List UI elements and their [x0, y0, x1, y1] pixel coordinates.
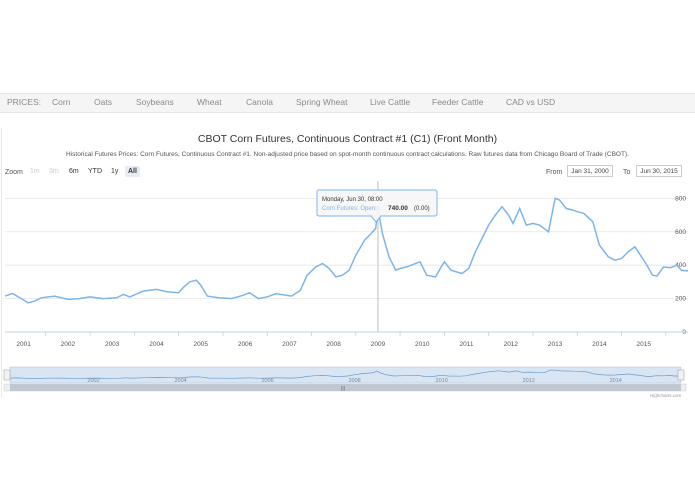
- tooltip-series-label: Corn Futures: Open:: [322, 206, 377, 212]
- navigator[interactable]: 2002 2004 2006 2008 2010 2012 2014 |||: [3, 366, 687, 392]
- nav-prefix-label: PRICES:: [7, 97, 42, 107]
- y-tick-label-800: 800: [675, 195, 686, 202]
- credits-link[interactable]: Highcharts.com: [650, 393, 682, 398]
- navigator-tick-label-2006: 2006: [261, 378, 273, 384]
- commodity-nav-bar: PRICES: Corn Oats Soybeans Wheat Canola …: [0, 93, 695, 113]
- nav-item-cad-vs-usd[interactable]: CAD vs USD: [506, 97, 556, 107]
- chart-panel: [1, 128, 695, 398]
- nav-item-feeder-cattle[interactable]: Feeder Cattle: [432, 97, 484, 107]
- zoom-all-button[interactable]: All: [125, 166, 140, 177]
- tooltip-change: (0.00): [414, 206, 430, 212]
- navigator-left-handle[interactable]: [3, 369, 11, 381]
- grid-lines: [5, 197, 688, 333]
- nav-item-live-cattle[interactable]: Live Cattle: [370, 97, 411, 107]
- range-from-label: From: [546, 169, 563, 176]
- nav-item-soybeans[interactable]: Soybeans: [136, 97, 174, 107]
- navigator-tick-label-2012: 2012: [523, 378, 535, 384]
- series-line-corn-futures: [4, 197, 689, 304]
- x-tick-label-2008: 2008: [326, 341, 341, 348]
- x-tick-label-2009: 2009: [371, 341, 386, 348]
- x-tick-label-2004: 2004: [149, 341, 164, 348]
- navigator-right-handle[interactable]: [677, 369, 685, 381]
- x-tick-label-2002: 2002: [61, 341, 76, 348]
- x-tick-label-2010: 2010: [415, 341, 430, 348]
- navigator-scrollbar-thumb[interactable]: [10, 384, 681, 391]
- navigator-tick-label-2008: 2008: [349, 378, 361, 384]
- navigator-tick-label-2004: 2004: [174, 378, 186, 384]
- navigator-tick-label-2014: 2014: [610, 378, 622, 384]
- chart-subtitle: Historical Futures Prices: Corn Futures,…: [66, 151, 629, 158]
- nav-item-wheat[interactable]: Wheat: [197, 97, 222, 107]
- x-tick-label-2001: 2001: [16, 341, 31, 348]
- range-from-input[interactable]: Jan 31, 2000: [567, 165, 613, 177]
- x-tick-label-2013: 2013: [548, 341, 563, 348]
- nav-item-oats[interactable]: Oats: [94, 97, 112, 107]
- navigator-mask[interactable]: [9, 366, 682, 384]
- zoom-1m-button[interactable]: 1m: [30, 168, 40, 175]
- nav-item-spring-wheat[interactable]: Spring Wheat: [296, 97, 348, 107]
- chart-title: CBOT Corn Futures, Continuous Contract #…: [197, 133, 498, 145]
- nav-item-corn[interactable]: Corn: [52, 97, 71, 107]
- scrollbar-grip-icon: |||: [341, 386, 345, 392]
- nav-item-canola[interactable]: Canola: [246, 97, 273, 107]
- y-tick-label-600: 600: [675, 229, 686, 236]
- navigator-tick-label-2010: 2010: [436, 378, 448, 384]
- x-axis-ticks: 2001 2002 2003 2004 2005 2006 2007 2008 2009 2010…: [5, 331, 688, 348]
- x-tick-label-2011: 2011: [460, 341, 474, 348]
- x-tick-label-2005: 2005: [194, 341, 209, 348]
- x-tick-label-2007: 2007: [282, 341, 297, 348]
- x-tick-label-2015: 2015: [636, 341, 651, 348]
- zoom-3m-button[interactable]: 3m: [49, 168, 59, 175]
- zoom-ytd-button[interactable]: YTD: [88, 168, 102, 175]
- tooltip: Monday, Jun 30, 08:00 Corn Futures: Open…: [316, 189, 438, 223]
- x-tick-label-2014: 2014: [592, 341, 607, 348]
- navigator-series-line: [9, 369, 681, 379]
- navigator-ticks: 2002 2004 2006 2008 2010 2012 2014: [87, 378, 621, 384]
- tooltip-value: 740.00: [388, 205, 408, 212]
- range-to-label: To: [623, 169, 631, 176]
- x-tick-label-2003: 2003: [105, 341, 120, 348]
- zoom-6m-button[interactable]: 6m: [69, 168, 79, 175]
- navigator-tick-label-2002: 2002: [87, 378, 99, 384]
- tooltip-date: Monday, Jun 30, 08:00: [322, 197, 383, 203]
- zoom-label: Zoom: [5, 169, 23, 176]
- range-to-input[interactable]: Jun 30, 2015: [636, 165, 682, 177]
- x-tick-label-2006: 2006: [238, 341, 253, 348]
- y-tick-label-400: 400: [675, 262, 686, 269]
- y-tick-label-200: 200: [675, 296, 686, 303]
- x-tick-label-2012: 2012: [504, 341, 519, 348]
- zoom-1y-button[interactable]: 1y: [111, 168, 119, 175]
